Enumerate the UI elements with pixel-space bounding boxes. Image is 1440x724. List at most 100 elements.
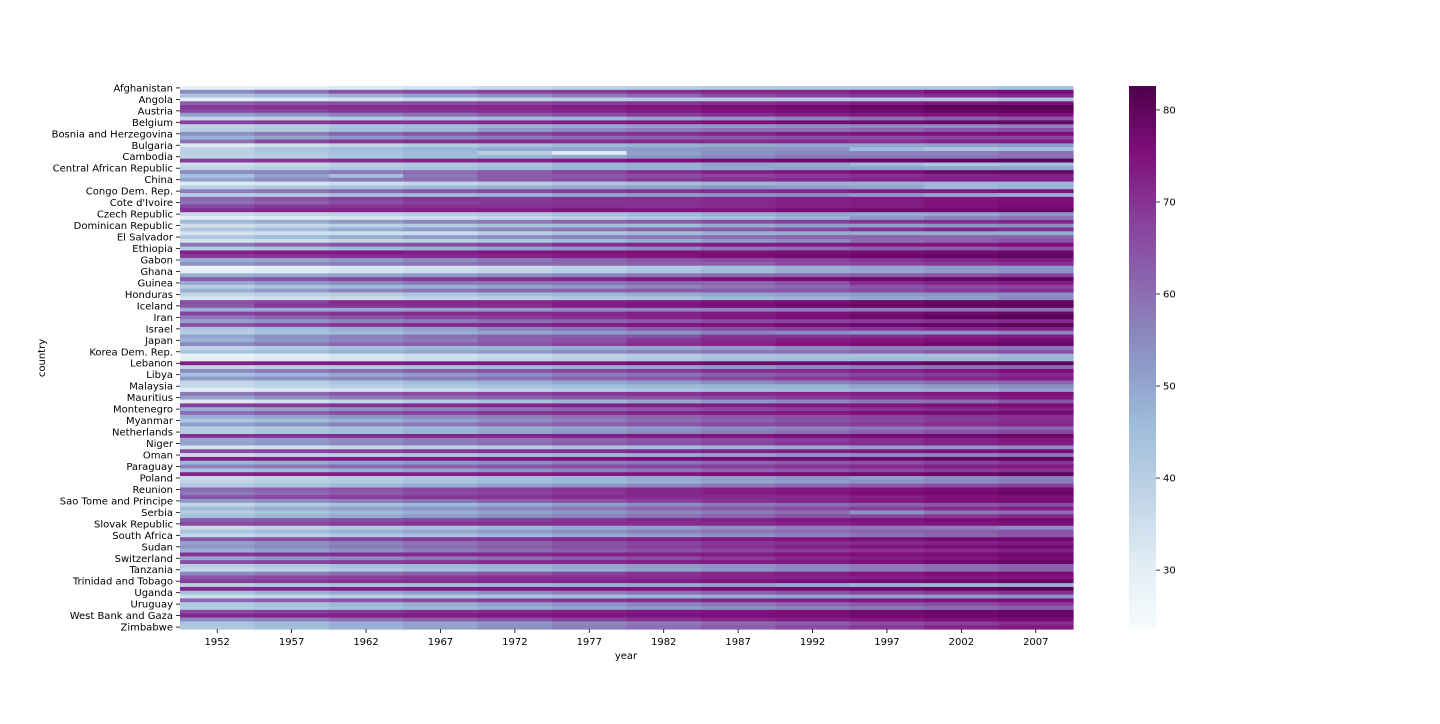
heatmap-cell [403,311,479,317]
heatmap-cell [849,449,925,454]
heatmap-cell [403,460,479,466]
heatmap-cell [180,139,256,144]
heatmap-cell [924,445,1000,450]
heatmap-cell [775,460,851,466]
heatmap-cell [403,372,479,378]
heatmap-cell [849,391,925,397]
heatmap-cell [924,319,1000,324]
heatmap-cell [403,606,479,611]
heatmap-cell [998,162,1074,167]
heatmap-cell [552,414,628,420]
heatmap-cell [180,502,256,508]
heatmap-cell [477,365,553,370]
heatmap-cell [328,502,404,508]
y-tick-label: Poland [140,473,173,484]
heatmap-cell [775,506,851,512]
heatmap-cell [403,445,479,450]
heatmap-cell [700,258,776,263]
heatmap-cell [924,502,1000,508]
x-tick-label: 1967 [428,637,453,648]
heatmap-cell [328,602,404,607]
heatmap-cell [998,338,1074,343]
heatmap-cell [477,181,553,187]
heatmap-cell [998,93,1074,99]
heatmap-cell [254,529,330,534]
heatmap-cell [552,196,628,202]
heatmap-cell [924,223,1000,229]
heatmap-cell [552,93,628,99]
heatmap-cell [626,181,702,187]
heatmap-cell [924,548,1000,554]
heatmap-cell [254,506,330,512]
heatmap-cell [254,403,330,408]
heatmap-cell [924,426,1000,431]
heatmap-cell [180,525,256,531]
heatmap-cell [328,541,404,546]
heatmap-cell [775,368,851,374]
heatmap-cell [775,97,851,102]
y-tick-label: Ethiopia [132,244,173,255]
heatmap-cell [924,342,1000,347]
heatmap-cell [998,212,1074,217]
heatmap-cell [552,384,628,389]
y-tick-label: Niger [146,439,174,450]
heatmap-cell [477,464,553,469]
heatmap-cell [180,510,256,515]
heatmap-cell [998,112,1074,118]
heatmap-cell [403,89,479,95]
heatmap-cell [403,139,479,144]
heatmap-cell [998,319,1074,324]
heatmap-cell [180,281,256,286]
heatmap-cell [180,556,256,561]
heatmap-cell [626,135,702,141]
heatmap-cell [552,326,628,332]
heatmap-cell [403,541,479,546]
heatmap-cell [775,510,851,515]
heatmap-cell [700,464,776,469]
heatmap-cell [775,399,851,404]
heatmap-cell [254,330,330,336]
heatmap-cell [254,292,330,297]
heatmap-cell [552,330,628,336]
heatmap-cell [552,204,628,209]
heatmap-cell [403,101,479,106]
heatmap-cell [700,476,776,481]
heatmap-cell [626,426,702,431]
heatmap-cell [477,238,553,244]
heatmap-cell [477,594,553,599]
heatmap-cell [775,143,851,148]
heatmap-cell [700,433,776,439]
heatmap-cell [775,131,851,137]
heatmap-cell [180,449,256,454]
heatmap-cell [700,231,776,236]
heatmap-cell [254,609,330,615]
heatmap-cell [775,158,851,164]
heatmap-cell [700,365,776,370]
heatmap-cell [403,303,479,309]
heatmap-cell [254,300,330,305]
heatmap-cell [849,552,925,557]
heatmap-cell [254,181,330,187]
heatmap-cell [477,120,553,125]
heatmap-cell [700,510,776,515]
heatmap-cell [626,326,702,332]
heatmap-cell [552,277,628,282]
heatmap-cell [924,353,1000,359]
heatmap-cell [998,166,1074,171]
heatmap-cell [403,216,479,221]
heatmap-cell [998,208,1074,213]
heatmap-cell [924,89,1000,95]
heatmap-cell [998,395,1074,401]
heatmap-cell [626,265,702,271]
heatmap-cell [180,108,256,114]
heatmap-cell [477,609,553,615]
heatmap-cell [626,399,702,404]
heatmap-cell [924,334,1000,339]
heatmap-cell [849,151,925,156]
x-tick-label: 1987 [725,637,750,648]
heatmap-cell [328,116,404,122]
heatmap-cell [998,422,1074,427]
heatmap-cell [328,154,404,160]
heatmap-cell [254,204,330,209]
